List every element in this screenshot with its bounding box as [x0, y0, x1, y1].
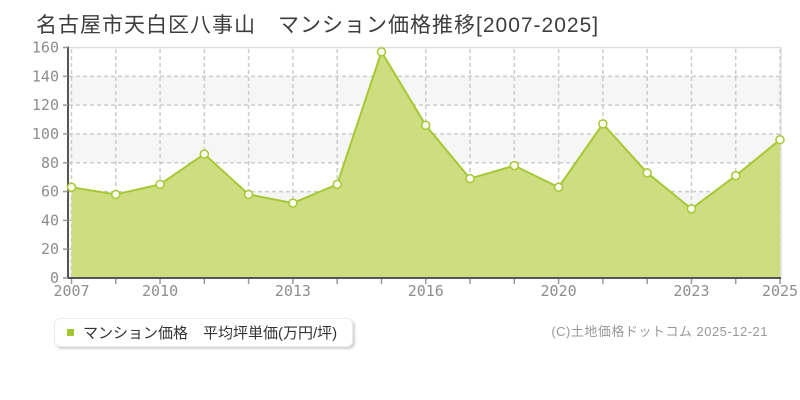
data-point-marker[interactable]	[465, 173, 475, 184]
copyright-text: (C)土地価格ドットコム 2025-12-21	[551, 324, 768, 339]
y-axis-tick-label: 80	[41, 154, 59, 172]
data-point-marker[interactable]	[66, 182, 77, 192]
legend: マンション価格 平均坪単価(万円/坪)	[54, 318, 354, 347]
data-point-marker[interactable]	[730, 170, 741, 181]
data-point-marker[interactable]	[376, 47, 387, 57]
y-axis-tick-label: 140	[32, 67, 59, 85]
data-point-marker[interactable]	[642, 168, 652, 178]
chart-title: 名古屋市天白区八事山 マンション価格推移[2007-2025]	[36, 14, 600, 37]
x-axis-tick-label: 2007	[53, 282, 89, 300]
data-point-marker[interactable]	[288, 198, 298, 208]
x-axis-tick-label: 2025	[762, 282, 798, 300]
legend-swatch-icon	[67, 329, 74, 336]
data-point-marker[interactable]	[332, 179, 342, 190]
data-point-marker[interactable]	[243, 189, 254, 200]
y-axis-tick-label: 20	[41, 240, 59, 258]
x-axis-tick-label: 2023	[673, 282, 709, 300]
data-point-marker[interactable]	[111, 189, 121, 200]
y-axis-tick-label: 0	[50, 269, 59, 287]
area-fill	[71, 51, 780, 279]
y-axis-tick-label: 120	[32, 96, 59, 114]
x-axis-tick-label: 2016	[408, 282, 444, 300]
data-point-marker[interactable]	[199, 149, 210, 159]
data-point-marker[interactable]	[553, 182, 564, 192]
data-point-marker[interactable]	[509, 160, 520, 171]
x-axis-tick-label: 2013	[275, 282, 311, 300]
y-axis-tick-label: 60	[41, 183, 59, 201]
data-point-marker[interactable]	[686, 204, 697, 214]
data-point-marker[interactable]	[775, 134, 785, 145]
y-axis-tick-label: 40	[41, 211, 59, 229]
data-point-marker[interactable]	[598, 119, 608, 129]
data-point-marker[interactable]	[155, 179, 165, 190]
y-axis-tick-label: 100	[32, 125, 59, 143]
x-axis-tick-label: 2020	[541, 282, 577, 300]
legend-label: マンション価格 平均坪単価(万円/坪)	[83, 325, 338, 342]
y-axis-tick-label: 160	[32, 39, 59, 57]
data-point-marker[interactable]	[421, 120, 431, 131]
x-axis-tick-label: 2010	[142, 282, 178, 300]
